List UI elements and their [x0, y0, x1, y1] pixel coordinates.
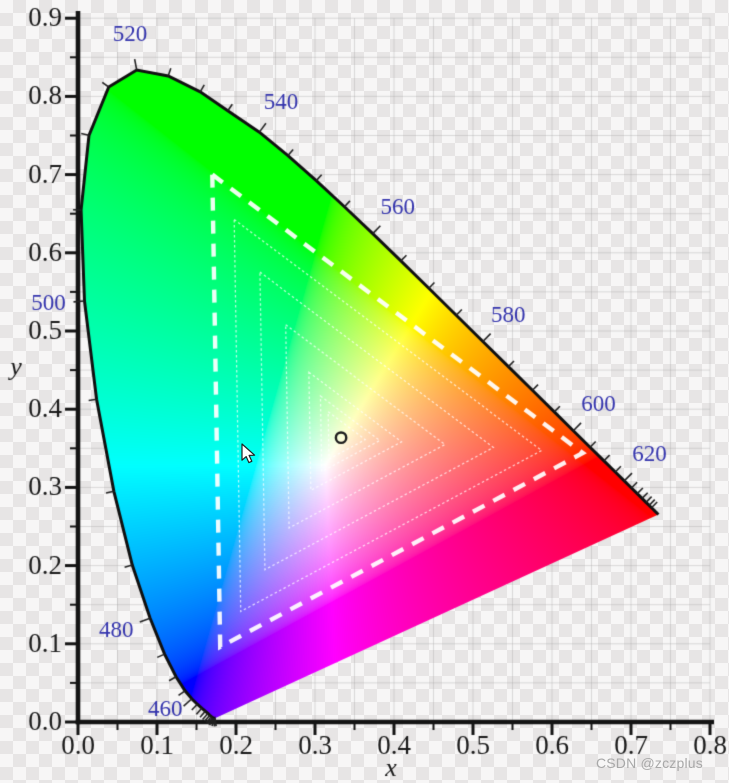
watermark-text: CSDN @zczplus: [595, 755, 703, 771]
mouse-cursor-icon: [241, 443, 256, 464]
